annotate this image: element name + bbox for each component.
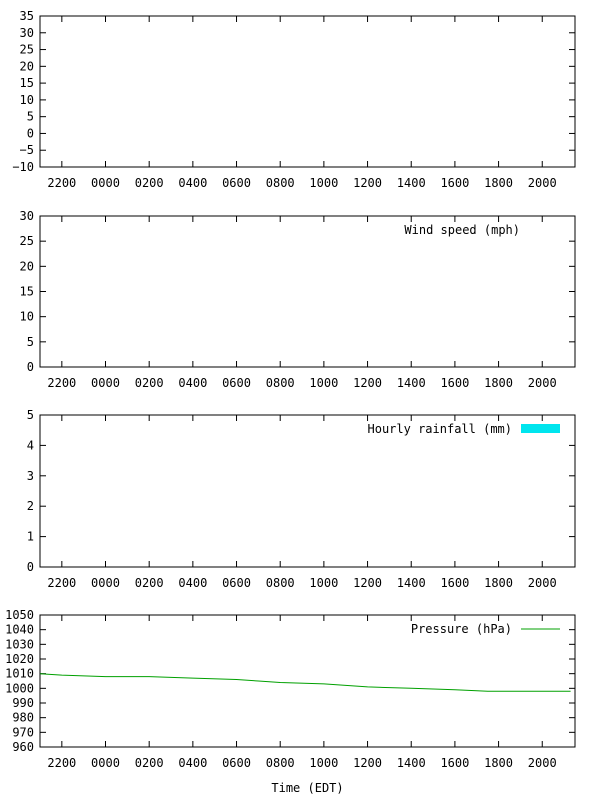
x-tick-label: 1800 bbox=[484, 176, 513, 190]
y-tick-label: 25 bbox=[20, 234, 34, 248]
x-tick-label: 0600 bbox=[222, 756, 251, 770]
x-tick-label: 0800 bbox=[266, 176, 295, 190]
x-tick-label: 1400 bbox=[397, 576, 426, 590]
chart-panel-3: 0 1 2 3 4 5 2200 0000 0200 0400 0600 0800 1000 1200 14… bbox=[27, 408, 576, 590]
x-tick-label: 0200 bbox=[135, 376, 164, 390]
x-tick-label: 1000 bbox=[309, 176, 338, 190]
x-tick-label: 0000 bbox=[91, 576, 120, 590]
x-tick-label: 0200 bbox=[135, 576, 164, 590]
x-tick-label: 0600 bbox=[222, 376, 251, 390]
x-tick-label: 1800 bbox=[484, 756, 513, 770]
y-tick-label: 960 bbox=[12, 740, 34, 754]
y-tick-label: 1040 bbox=[5, 623, 34, 637]
x-tick-label: 0000 bbox=[91, 376, 120, 390]
y-tick-label: 0 bbox=[27, 126, 34, 140]
x-tick-label: 0000 bbox=[91, 756, 120, 770]
x-tick-label: 1000 bbox=[309, 756, 338, 770]
y-tick-label: 1010 bbox=[5, 667, 34, 681]
series-line-pressure bbox=[39, 673, 571, 692]
x-tick-label: 0200 bbox=[135, 756, 164, 770]
x-tick-label: 1600 bbox=[440, 576, 469, 590]
x-tick-label: 1200 bbox=[353, 376, 382, 390]
chart-panel-1: −10 −5 0 5 10 15 20 25 30 35 2200 0000 0200 0400 0600 0… bbox=[12, 9, 576, 190]
x-tick-label: 0000 bbox=[91, 176, 120, 190]
plot-frame bbox=[39, 215, 576, 368]
plot-frame bbox=[39, 414, 576, 568]
x-tick-label: 1600 bbox=[440, 176, 469, 190]
x-tick-label: 0400 bbox=[178, 176, 207, 190]
x-tick-label: 2200 bbox=[47, 176, 76, 190]
y-tick-label: 5 bbox=[27, 408, 34, 422]
x-tick-label: 1400 bbox=[397, 756, 426, 770]
x-tick-label: 0600 bbox=[222, 176, 251, 190]
y-tick-label: 30 bbox=[20, 26, 34, 40]
x-tick-label: 0800 bbox=[266, 376, 295, 390]
y-tick-label: 10 bbox=[20, 310, 34, 324]
y-tick-label: 1030 bbox=[5, 637, 34, 651]
x-tick-label: 1400 bbox=[397, 376, 426, 390]
x-tick-label: 0400 bbox=[178, 576, 207, 590]
y-tick-label: 2 bbox=[27, 499, 34, 513]
x-tick-label: 1600 bbox=[440, 376, 469, 390]
x-tick-label: 1800 bbox=[484, 576, 513, 590]
y-tick-label: 1020 bbox=[5, 652, 34, 666]
x-tick-label: 0400 bbox=[178, 376, 207, 390]
y-tick-label: 15 bbox=[20, 285, 34, 299]
chart-panel-4: 9609709809901000101010201030104010502200… bbox=[5, 608, 576, 770]
x-tick-label: 0600 bbox=[222, 576, 251, 590]
y-tick-label: 970 bbox=[12, 725, 34, 739]
plot-frame bbox=[39, 15, 576, 168]
y-tick-label: −10 bbox=[12, 160, 34, 174]
x-tick-label: 2200 bbox=[47, 376, 76, 390]
x-tick-label: 2000 bbox=[528, 576, 557, 590]
y-tick-label: 0 bbox=[27, 560, 34, 574]
plot-frame bbox=[39, 614, 576, 748]
x-tick-label: 2200 bbox=[47, 756, 76, 770]
y-tick-label: 1 bbox=[27, 530, 34, 544]
x-tick-label: 1400 bbox=[397, 176, 426, 190]
y-tick-label: 5 bbox=[27, 110, 34, 124]
x-tick-label: 2000 bbox=[528, 756, 557, 770]
y-tick-label: 990 bbox=[12, 696, 34, 710]
x-tick-label: 2000 bbox=[528, 176, 557, 190]
x-tick-label: 1800 bbox=[484, 376, 513, 390]
x-tick-label: 1000 bbox=[309, 376, 338, 390]
y-tick-label: 20 bbox=[20, 259, 34, 273]
x-tick-label: 1000 bbox=[309, 576, 338, 590]
legend-label: Wind speed (mph) bbox=[404, 223, 520, 237]
y-tick-label: 30 bbox=[20, 209, 34, 223]
legend-swatch-rainfall bbox=[521, 424, 560, 433]
legend-label: Pressure (hPa) bbox=[411, 622, 512, 636]
x-tick-label: 2200 bbox=[47, 576, 76, 590]
x-tick-label: 0800 bbox=[266, 756, 295, 770]
x-tick-label: 1200 bbox=[353, 576, 382, 590]
x-axis-label: Time (EDT) bbox=[271, 781, 343, 795]
y-tick-label: 3 bbox=[27, 469, 34, 483]
x-tick-label: 0400 bbox=[178, 756, 207, 770]
y-tick-label: 20 bbox=[20, 59, 34, 73]
x-tick-label: 2000 bbox=[528, 376, 557, 390]
y-tick-label: 15 bbox=[20, 76, 34, 90]
y-tick-label: 35 bbox=[20, 9, 34, 23]
y-tick-label: 1000 bbox=[5, 681, 34, 695]
y-tick-label: −5 bbox=[20, 143, 34, 157]
x-tick-label: 1200 bbox=[353, 756, 382, 770]
legend-label: Hourly rainfall (mm) bbox=[368, 422, 513, 436]
y-tick-label: 980 bbox=[12, 711, 34, 725]
chart-panel-2: 0 5 10 15 20 25 30 2200 0000 0200 0400 0600 0800 1000… bbox=[20, 209, 576, 390]
x-tick-label: 0200 bbox=[135, 176, 164, 190]
y-tick-label: 4 bbox=[27, 438, 34, 452]
y-tick-label: 5 bbox=[27, 335, 34, 349]
y-tick-label: 10 bbox=[20, 93, 34, 107]
x-tick-label: 1200 bbox=[353, 176, 382, 190]
x-tick-label: 1600 bbox=[440, 756, 469, 770]
x-tick-label: 0800 bbox=[266, 576, 295, 590]
y-tick-label: 0 bbox=[27, 360, 34, 374]
y-tick-label: 25 bbox=[20, 43, 34, 57]
y-tick-label: 1050 bbox=[5, 608, 34, 622]
